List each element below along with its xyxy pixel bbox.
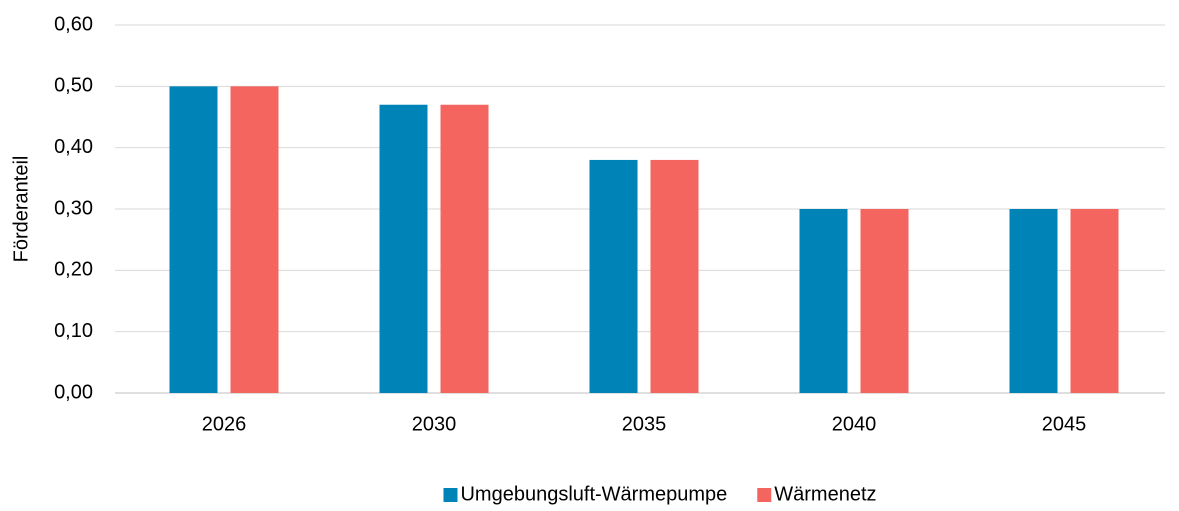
y-tick-label: 0,00 — [54, 381, 93, 403]
bar — [440, 104, 489, 393]
legend-swatch — [443, 488, 458, 502]
y-tick-label: 0,60 — [54, 13, 93, 35]
x-tick-label: 2030 — [412, 413, 457, 435]
bar — [860, 209, 909, 393]
legend-label: Umgebungsluft-Wärmepumpe — [460, 483, 727, 505]
legend-swatch — [757, 488, 772, 502]
y-tick-label: 0,10 — [54, 320, 93, 342]
x-tick-label: 2040 — [832, 413, 877, 435]
y-tick-label: 0,50 — [54, 75, 93, 97]
bar — [650, 159, 699, 393]
y-tick-label: 0,40 — [54, 136, 93, 158]
x-tick-label: 2026 — [202, 413, 247, 435]
bar — [1070, 209, 1119, 393]
bar — [230, 86, 279, 393]
y-tick-label: 0,30 — [54, 197, 93, 219]
bar — [799, 209, 848, 393]
bar — [169, 86, 218, 393]
legend-label: Wärmenetz — [774, 483, 876, 505]
x-tick-label: 2035 — [622, 413, 667, 435]
x-tick-label: 2045 — [1042, 413, 1087, 435]
bar — [589, 159, 638, 393]
bar — [1009, 209, 1058, 393]
y-tick-label: 0,20 — [54, 259, 93, 281]
y-axis-label: Förderanteil — [10, 156, 32, 263]
bar — [379, 104, 428, 393]
